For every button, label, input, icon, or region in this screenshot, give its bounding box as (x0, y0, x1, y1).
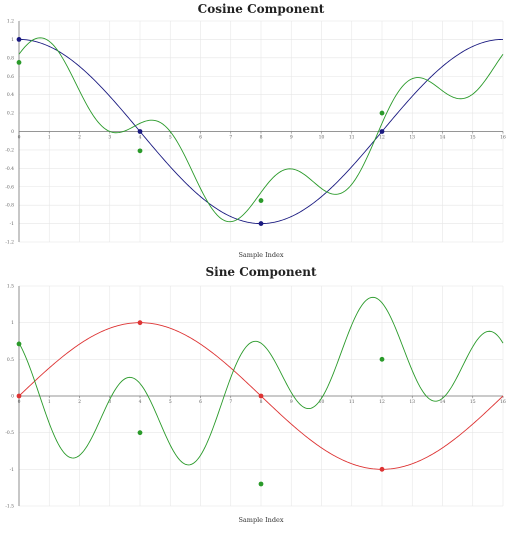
x-tick-label: 5 (169, 399, 172, 405)
data-point-composite (137, 148, 143, 154)
x-axis-label: Sample Index (238, 516, 283, 524)
data-point-composite (16, 60, 22, 65)
data-point-composite (258, 481, 264, 487)
y-tick-label: -0.5 (5, 430, 14, 436)
data-point-composite (379, 110, 385, 116)
data-point-composite (16, 341, 22, 347)
x-tick-label: 15 (470, 399, 476, 405)
x-tick-label: 6 (199, 135, 202, 141)
chart-title: Cosine Component (198, 2, 325, 16)
y-tick-label: 1.5 (7, 284, 14, 290)
x-tick-label: 3 (108, 135, 111, 141)
data-point-reference (258, 221, 264, 226)
y-tick-label: 0.8 (7, 55, 14, 61)
y-tick-label: -0.8 (5, 203, 14, 209)
y-tick-label: 0.6 (7, 74, 14, 80)
y-tick-label: 1 (11, 320, 14, 326)
x-tick-label: 0 (18, 399, 21, 405)
data-point-sine (379, 466, 385, 472)
y-tick-label: 0.2 (7, 111, 14, 117)
x-tick-label: 1 (48, 135, 51, 141)
x-tick-label: 15 (470, 135, 476, 141)
x-tick-label: 0 (18, 135, 21, 141)
data-point-sine (16, 393, 22, 399)
x-tick-label: 5 (169, 135, 172, 141)
x-tick-label: 9 (290, 399, 293, 405)
y-tick-label: -0.6 (5, 184, 14, 190)
x-tick-label: 16 (500, 399, 506, 405)
y-tick-label: -1 (10, 221, 15, 227)
x-tick-label: 4 (139, 135, 142, 141)
x-tick-label: 10 (319, 399, 325, 405)
x-tick-label: 14 (440, 399, 446, 405)
data-point-reference (379, 129, 385, 134)
x-tick-label: 10 (319, 135, 325, 141)
data-point-reference (137, 129, 143, 134)
y-tick-label: -0.2 (5, 147, 14, 153)
x-tick-label: 11 (349, 135, 355, 141)
y-tick-label: 0.4 (7, 92, 14, 98)
y-tick-label: -1.2 (5, 240, 14, 246)
x-tick-label: 3 (108, 399, 111, 405)
x-tick-label: 13 (409, 399, 415, 405)
data-point-composite (379, 356, 385, 362)
y-tick-label: 0 (11, 394, 14, 400)
x-tick-label: 4 (139, 399, 142, 405)
data-point-sine (258, 393, 264, 399)
x-tick-label: 14 (440, 135, 446, 141)
y-tick-label: -1.5 (5, 504, 14, 510)
x-tick-label: 2 (78, 399, 81, 405)
x-tick-label: 1 (48, 399, 51, 405)
data-point-composite (137, 430, 143, 436)
x-tick-label: 11 (349, 399, 355, 405)
chart-1: Cosine Component 1.2 1 0.8 0.6 0.4 0.2 0 -0.2 -0.… (5, 2, 506, 259)
x-axis-label: Sample Index (238, 251, 283, 259)
x-tick-label: 8 (260, 135, 263, 141)
chart-title: Sine Component (205, 265, 316, 279)
x-tick-label: 12 (379, 399, 385, 405)
data-point-composite (258, 198, 264, 203)
x-tick-label: 7 (229, 135, 232, 141)
series-line-composite (18, 296, 504, 466)
x-tick-label: 13 (409, 135, 415, 141)
x-tick-label: 16 (500, 135, 506, 141)
data-point-reference (16, 37, 22, 42)
x-tick-label: 12 (379, 135, 385, 141)
data-point-sine (137, 320, 143, 326)
y-tick-label: 1.2 (7, 19, 14, 25)
y-tick-label: 0 (11, 129, 14, 135)
x-tick-label: 6 (199, 399, 202, 405)
y-tick-label: 1 (11, 37, 14, 43)
x-tick-label: 7 (229, 399, 232, 405)
x-tick-label: 9 (290, 135, 293, 141)
x-tick-label: 8 (260, 399, 263, 405)
y-tick-label: -1 (10, 467, 15, 473)
y-tick-label: -0.4 (5, 166, 14, 172)
x-tick-label: 2 (78, 135, 81, 141)
y-tick-label: 0.5 (7, 357, 14, 363)
series-line-composite (18, 37, 504, 223)
